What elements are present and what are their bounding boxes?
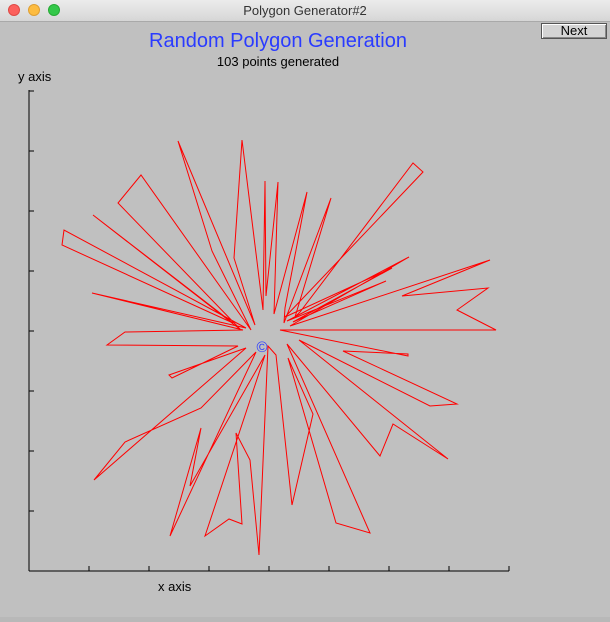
y-axis-label: y axis: [18, 69, 52, 84]
maximize-window-button[interactable]: [48, 4, 60, 16]
window-title: Polygon Generator#2: [243, 3, 367, 18]
minimize-window-button[interactable]: [28, 4, 40, 16]
next-button[interactable]: Next: [541, 23, 607, 39]
close-window-button[interactable]: [8, 4, 20, 16]
plot-axes: [28, 90, 510, 572]
random-polygon: [61, 139, 497, 556]
page-title: Random Polygon Generation: [149, 30, 407, 52]
x-axis-label: x axis: [158, 579, 192, 594]
title-bar: Polygon Generator#2: [0, 0, 610, 22]
center-marker: ©: [256, 339, 267, 356]
points-count-status: 103 points generated: [216, 54, 340, 69]
window-bottom-edge: [0, 617, 610, 622]
